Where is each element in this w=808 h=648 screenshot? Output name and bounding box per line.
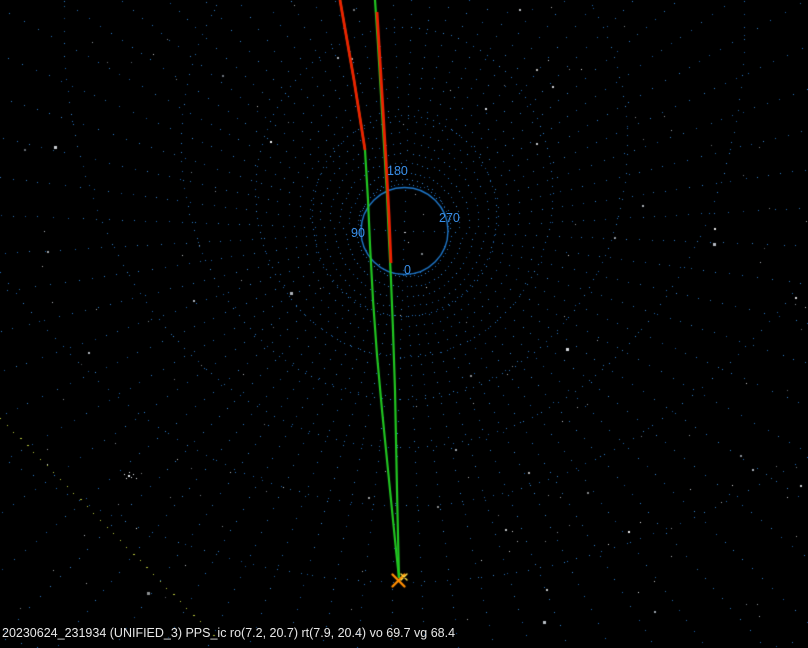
azimuth-label-0: 0 <box>404 263 411 277</box>
azimuth-label-270: 270 <box>439 211 460 225</box>
azimuth-label-180: 180 <box>387 164 408 178</box>
status-bar: 20230624_231934 (UNIFIED_3) PPS_ic ro(7.… <box>2 626 456 640</box>
azimuth-label-90: 90 <box>351 226 365 240</box>
